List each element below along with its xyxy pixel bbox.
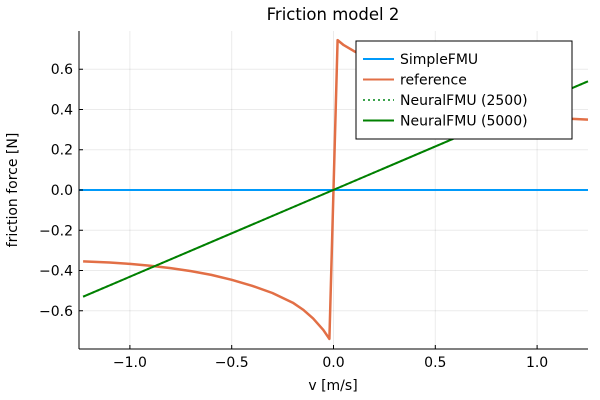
- y-axis-label: friction force [N]: [5, 133, 21, 248]
- legend-label-0: SimpleFMU: [400, 52, 478, 68]
- y-tick-label-4: 0.2: [51, 143, 73, 159]
- y-tick-label-5: 0.4: [51, 102, 73, 118]
- legend-label-3: NeuralFMU (5000): [400, 114, 528, 130]
- legend-label-1: reference: [400, 73, 467, 89]
- x-tick-label-4: 1.0: [526, 355, 548, 371]
- legend-label-2: NeuralFMU (2500): [400, 93, 528, 109]
- y-tick-label-3: 0.0: [51, 183, 73, 199]
- x-tick-label-3: 0.5: [424, 355, 446, 371]
- chart-title: Friction model 2: [267, 5, 400, 24]
- y-tick-label-0: −0.6: [39, 304, 73, 320]
- x-tick-label-2: 0.0: [322, 355, 344, 371]
- y-tick-label-2: −0.2: [39, 223, 73, 239]
- axes: [78, 31, 588, 350]
- legend: SimpleFMU reference NeuralFMU (2500) Neural…: [355, 40, 573, 140]
- tick-labels: −1.0 −0.5 0.0 0.5 1.0 −0.6 −0.4 −0.2 0.0 0.2 0.4 0.…: [39, 62, 548, 371]
- x-axis-label: v [m/s]: [308, 378, 357, 394]
- x-tick-label-1: −0.5: [215, 355, 249, 371]
- legend-box: [355, 40, 573, 140]
- y-tick-label-6: 0.6: [51, 62, 73, 78]
- y-tick-label-1: −0.4: [39, 264, 73, 280]
- x-tick-label-0: −1.0: [113, 355, 147, 371]
